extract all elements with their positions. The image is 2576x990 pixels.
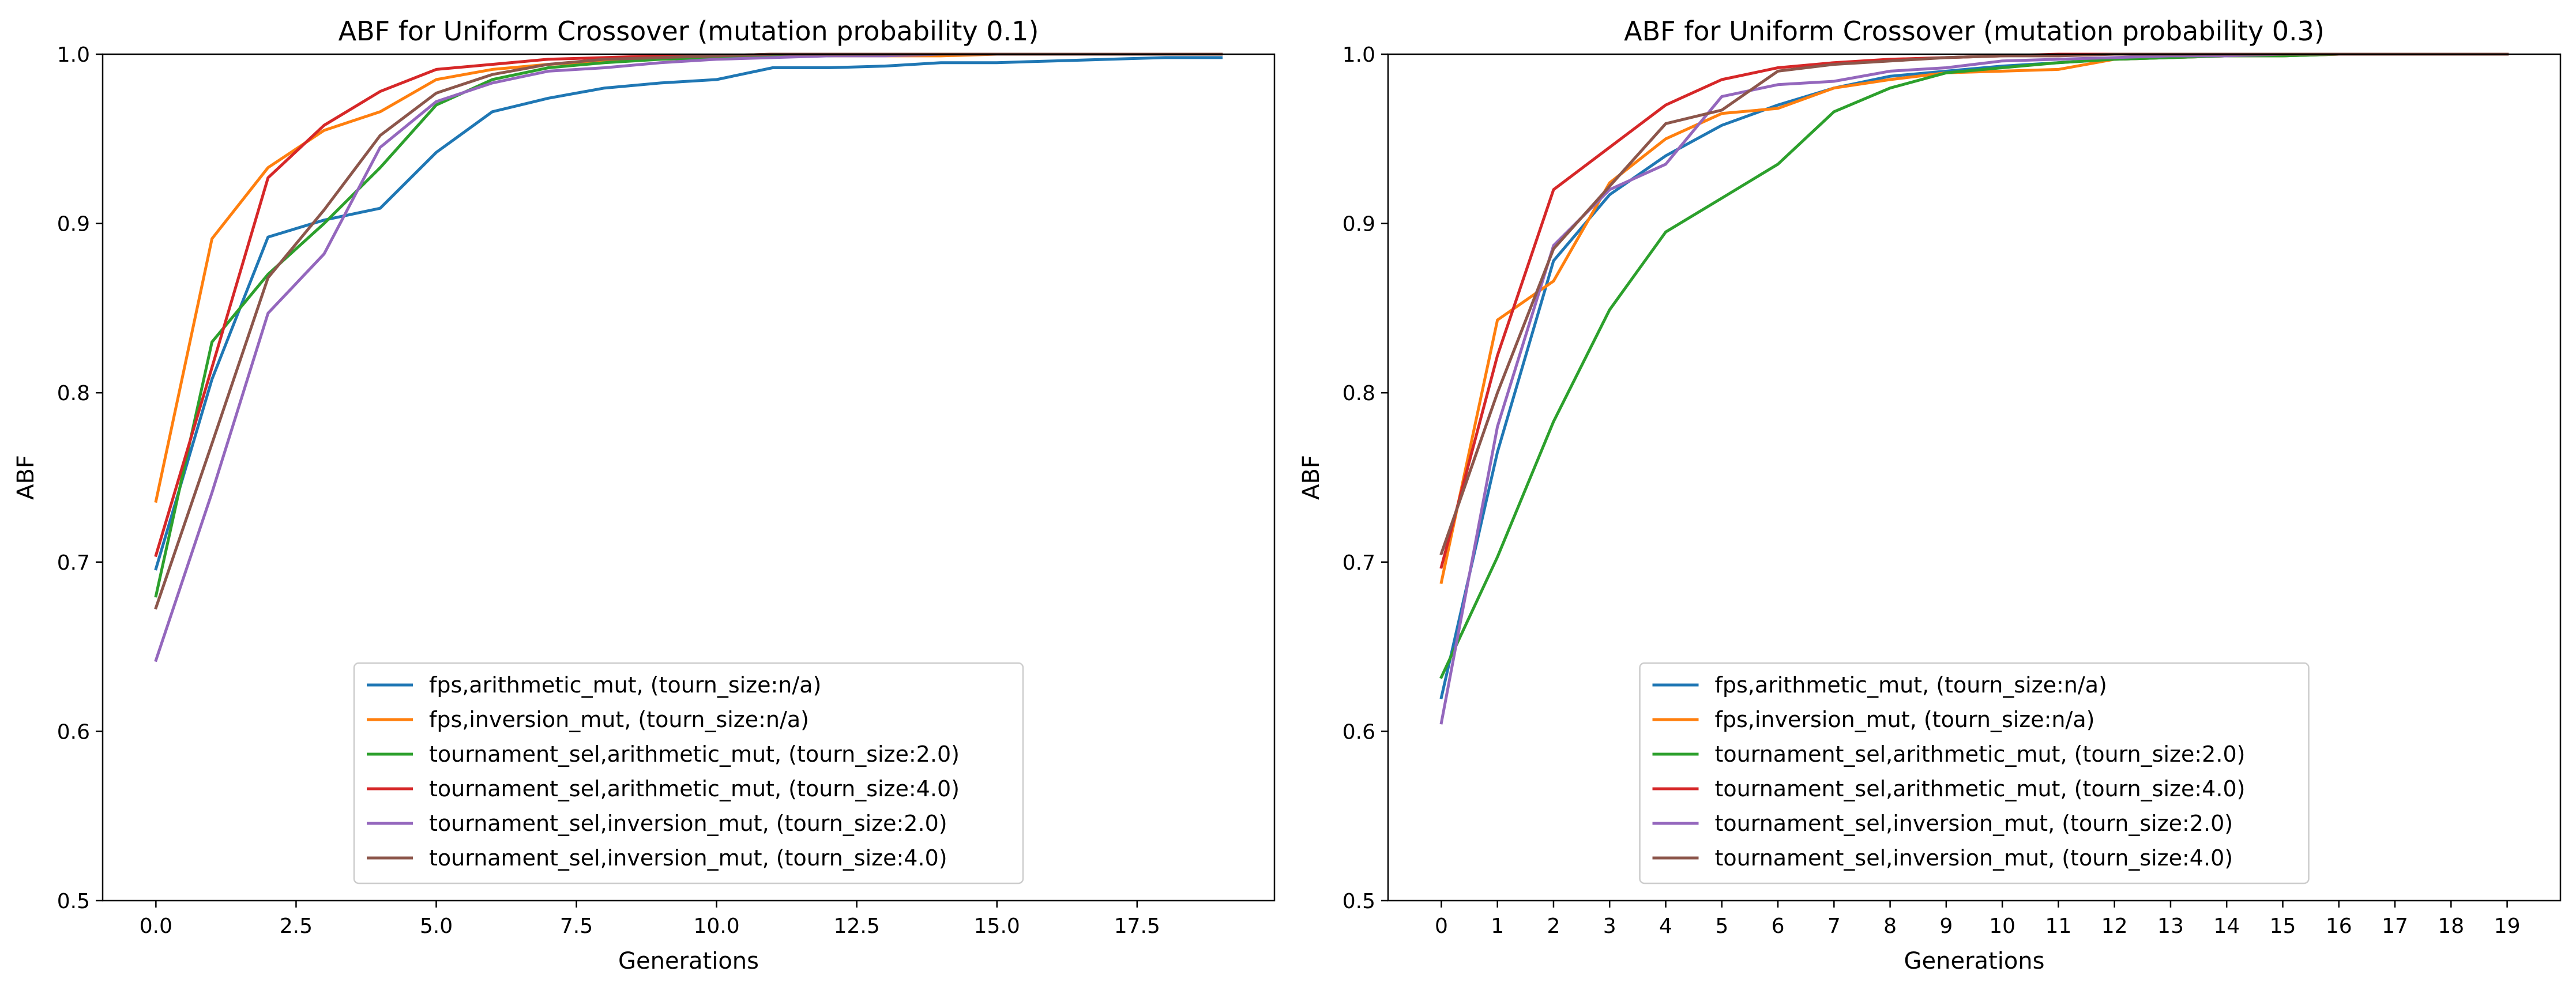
series-line-0 (154, 56, 1223, 571)
legend-entry: fps,arithmetic_mut, (tourn_size:n/a) (1715, 672, 2107, 698)
x-tick-label: 17 (2382, 914, 2408, 938)
x-tick-label: 14 (2213, 914, 2240, 938)
x-tick-label: 19 (2494, 914, 2521, 938)
legend-entry: fps,arithmetic_mut, (tourn_size:n/a) (429, 672, 821, 698)
x-tick-label: 0.0 (140, 914, 172, 938)
legend-entry: tournament_sel,arithmetic_mut, (tourn_si… (429, 741, 960, 767)
legend-entry: tournament_sel,arithmetic_mut, (tourn_si… (1715, 776, 2246, 801)
legend-entry: tournament_sel,arithmetic_mut, (tourn_si… (429, 776, 960, 801)
legend-entry: tournament_sel,inversion_mut, (tourn_siz… (1715, 845, 2233, 871)
legend-entry: tournament_sel,inversion_mut, (tourn_siz… (1715, 811, 2233, 836)
chart-title: ABF for Uniform Crossover (mutation prob… (1624, 16, 2325, 47)
x-tick-label: 7.5 (560, 914, 593, 938)
legend-entry: fps,inversion_mut, (tourn_size:n/a) (429, 707, 809, 732)
y-tick-label: 0.9 (1342, 213, 1375, 236)
x-tick-label: 17.5 (1114, 914, 1160, 938)
x-tick-label: 5 (1715, 914, 1728, 938)
y-axis-label: ABF (1298, 455, 1325, 500)
legend-entry: tournament_sel,arithmetic_mut, (tourn_si… (1715, 741, 2246, 767)
x-tick-label: 18 (2438, 914, 2464, 938)
x-tick-label: 12.5 (834, 914, 880, 938)
x-tick-label: 4 (1659, 914, 1672, 938)
x-tick-label: 2.5 (280, 914, 313, 938)
legend: fps,arithmetic_mut, (tourn_size:n/a) fps,… (353, 662, 1024, 884)
y-tick-label: 0.7 (1342, 551, 1375, 575)
chart-mutation-0-1: ABF for Uniform Crossover (mutation prob… (13, 16, 1276, 974)
x-tick-label: 16 (2326, 914, 2352, 938)
x-tick-label: 15.0 (974, 914, 1020, 938)
x-axis-label: Generations (1904, 948, 2045, 974)
x-tick-label: 10 (1989, 914, 2015, 938)
x-tick-label: 9 (1939, 914, 1953, 938)
y-tick-label: 0.7 (57, 551, 90, 575)
y-tick-label: 0.8 (57, 382, 90, 405)
y-tick-label: 1.0 (1342, 43, 1375, 67)
legend: fps,arithmetic_mut, (tourn_size:n/a) fps,… (1639, 662, 2310, 884)
y-axis-label: ABF (13, 455, 39, 500)
y-tick-label: 0.6 (57, 720, 90, 744)
x-tick-label: 12 (2101, 914, 2128, 938)
x-tick-label: 7 (1827, 914, 1841, 938)
x-tick-label: 5.0 (420, 914, 453, 938)
y-tick-label: 0.9 (57, 213, 90, 236)
y-tick-label: 1.0 (57, 43, 90, 67)
x-tick-label: 0 (1435, 914, 1448, 938)
x-tick-label: 15 (2270, 914, 2296, 938)
x-tick-label: 10.0 (694, 914, 740, 938)
x-tick-label: 8 (1883, 914, 1897, 938)
legend-box (1639, 662, 2310, 884)
chart-mutation-0-3: ABF for Uniform Crossover (mutation prob… (1298, 16, 2562, 974)
x-tick-label: 13 (2157, 914, 2184, 938)
x-tick-label: 2 (1547, 914, 1560, 938)
x-tick-label: 3 (1603, 914, 1616, 938)
y-tick-label: 0.5 (57, 890, 90, 913)
legend-entry: tournament_sel,inversion_mut, (tourn_siz… (429, 845, 947, 871)
legend-entry: tournament_sel,inversion_mut, (tourn_siz… (429, 811, 947, 836)
y-tick-label: 0.8 (1342, 382, 1375, 405)
plot-frame (101, 53, 1276, 902)
legend-box (353, 662, 1024, 884)
x-tick-label: 11 (2045, 914, 2072, 938)
legend-entry: fps,inversion_mut, (tourn_size:n/a) (1715, 707, 2095, 732)
plot-frame (1387, 53, 2562, 902)
chart-title: ABF for Uniform Crossover (mutation prob… (339, 16, 1039, 47)
x-axis-label: Generations (618, 948, 759, 974)
x-tick-label: 6 (1772, 914, 1785, 938)
x-tick-label: 1 (1491, 914, 1504, 938)
y-tick-label: 0.5 (1342, 890, 1375, 913)
y-tick-label: 0.6 (1342, 720, 1375, 744)
